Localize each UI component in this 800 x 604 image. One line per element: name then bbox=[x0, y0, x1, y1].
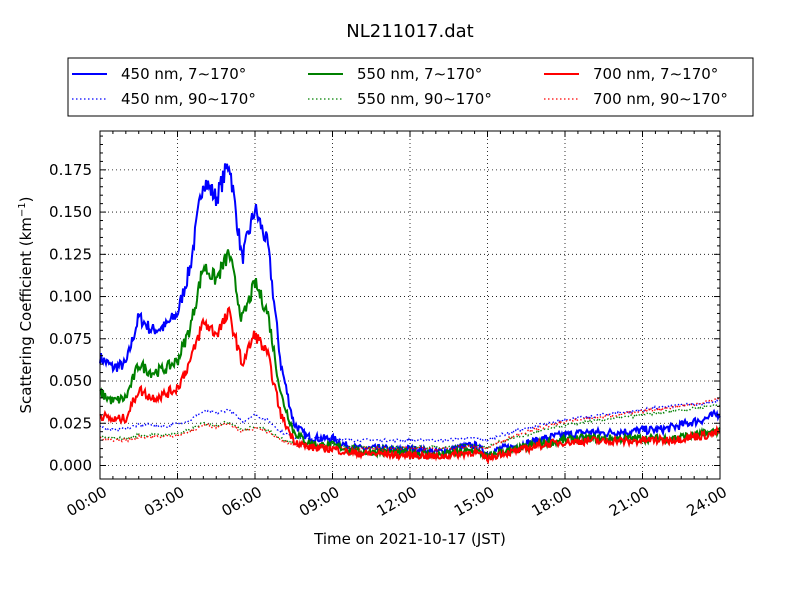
y-tick-label: 0.050 bbox=[49, 372, 92, 390]
x-tick-label: 24:00 bbox=[684, 483, 730, 520]
y-axis-label-close: ) bbox=[17, 196, 35, 202]
x-tick-label: 03:00 bbox=[141, 483, 187, 520]
y-tick-label: 0.000 bbox=[49, 456, 92, 474]
chart-legend: 450 nm, 7∼170° 550 nm, 7∼170° 700 nm, 7∼17… bbox=[67, 57, 754, 117]
legend-label-4: 700 nm, 7∼170° bbox=[593, 65, 718, 83]
series-line-3 bbox=[99, 403, 721, 450]
y-tick-label: 0.100 bbox=[49, 288, 92, 306]
x-tick-label: 06:00 bbox=[219, 483, 265, 520]
legend-label-1: 450 nm, 90∼170° bbox=[121, 90, 256, 108]
y-tick-label: 0.125 bbox=[49, 245, 92, 263]
y-axis-label-sup: −1 bbox=[17, 202, 28, 217]
y-axis-label-main: Scattering Coefficient (km bbox=[17, 217, 35, 413]
y-tick-label: 0.150 bbox=[49, 203, 92, 221]
x-tick-label: 21:00 bbox=[606, 483, 652, 520]
legend-box bbox=[67, 57, 754, 117]
series-line-4 bbox=[99, 306, 721, 465]
y-tick-label: 0.025 bbox=[49, 414, 92, 432]
y-axis-label: Scattering Coefficient (km−1) bbox=[17, 196, 35, 413]
chart-ticks: 00:00 03:00 06:00 09:00 12:00 15:00 18:00 21:00… bbox=[49, 131, 730, 520]
x-tick-label: 09:00 bbox=[296, 483, 342, 520]
x-tick-label: 15:00 bbox=[451, 483, 497, 520]
series-line-2 bbox=[99, 249, 721, 461]
y-tick-label: 0.175 bbox=[49, 161, 92, 179]
x-tick-label: 12:00 bbox=[374, 483, 420, 520]
legend-label-5: 700 nm, 90∼170° bbox=[593, 90, 728, 108]
chart-grid bbox=[100, 131, 720, 479]
series-line-5 bbox=[99, 396, 721, 452]
x-axis-label: Time on 2021-10-17 (JST) bbox=[313, 530, 506, 548]
legend-label-3: 550 nm, 90∼170° bbox=[357, 90, 492, 108]
x-tick-label: 00:00 bbox=[64, 483, 110, 520]
legend-label-0: 450 nm, 7∼170° bbox=[121, 65, 246, 83]
y-tick-label: 0.075 bbox=[49, 330, 92, 348]
legend-label-2: 550 nm, 7∼170° bbox=[357, 65, 482, 83]
chart-series-group bbox=[99, 163, 721, 465]
x-tick-label: 18:00 bbox=[529, 483, 575, 520]
chart-title: NL211017.dat bbox=[346, 21, 473, 42]
